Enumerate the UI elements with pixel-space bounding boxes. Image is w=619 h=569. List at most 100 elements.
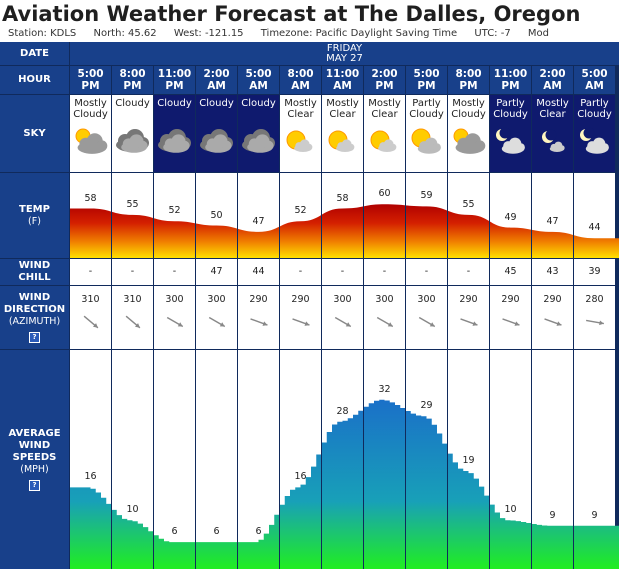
wind-direction-cell: 310 (112, 286, 153, 349)
timezone: Timezone: Pacific Daylight Saving Time (260, 28, 458, 39)
wind-direction-value: 300 (165, 294, 184, 305)
wind-direction-label-3: (AZIMUTH) (8, 316, 61, 327)
wind-arrow-icon (70, 311, 111, 337)
hour-time: 11:00 (157, 68, 192, 80)
hour-time: 5:00 (77, 68, 104, 80)
date-cell: FRIDAY MAY 27 (70, 42, 619, 65)
station-id: Station: KDLS (8, 28, 77, 39)
mostly-cloudy-day-icon (71, 127, 111, 160)
sky-cell: Mostly Cloudy (70, 95, 111, 172)
wind-chill-cell: - (112, 259, 153, 285)
wind-arrow-icon (364, 311, 405, 337)
hour-ampm: PM (375, 80, 394, 92)
wind-speed-value: 9 (591, 509, 598, 521)
temp-value: 58 (336, 192, 349, 204)
mostly-clear-day-icon (323, 127, 363, 160)
wind-speed-cell (196, 350, 237, 569)
temp-value: 47 (252, 215, 265, 227)
wind-chill-cell: - (448, 259, 489, 285)
hour-ampm: AM (291, 80, 310, 92)
temp-value: 52 (168, 205, 181, 217)
sky-condition: Cloudy (199, 98, 234, 109)
hour-cell: 2:00 PM (364, 66, 405, 94)
temp-value: 47 (546, 215, 559, 227)
wind-speed-value: 6 (255, 526, 262, 538)
mostly-clear-day-icon (365, 127, 405, 160)
temp-value: 52 (294, 205, 307, 217)
sky-cell: Partly Cloudy (406, 95, 447, 172)
wind-direction-value: 310 (81, 294, 100, 305)
wind-arrow-icon (490, 311, 531, 337)
wind-speed-unit: (MPH) (20, 464, 49, 475)
wind-chill-cell: - (364, 259, 405, 285)
date-row-label: DATE (0, 42, 69, 65)
wind-direction-cell: 300 (154, 286, 195, 349)
wind-direction-cell: 300 (364, 286, 405, 349)
wind-arrow-icon (238, 311, 279, 337)
wind-direction-help-icon[interactable]: ? (29, 332, 40, 343)
wind-direction-cell: 290 (490, 286, 531, 349)
sky-cell: Partly Cloudy (574, 95, 615, 172)
utc-offset: UTC: -7 (474, 28, 511, 39)
west-coordinate: West: -121.15 (173, 28, 244, 39)
station-meta: Station: KDLS North: 45.62 West: -121.15… (8, 28, 563, 39)
wind-arrow-icon (532, 311, 573, 337)
sky-condition: Partly Cloudy (577, 98, 612, 120)
sky-cell: Partly Cloudy (490, 95, 531, 172)
wind-speed-area (70, 399, 619, 569)
wind-chill-cell: - (280, 259, 321, 285)
wind-direction-value: 290 (291, 294, 310, 305)
hour-ampm: AM (333, 80, 352, 92)
wind-direction-cell: 290 (448, 286, 489, 349)
sky-cell: Cloudy (112, 95, 153, 172)
wind-speed-label-1: AVERAGE (8, 428, 61, 439)
north-coordinate: North: 45.62 (93, 28, 157, 39)
temp-row-label: TEMP (F) (0, 173, 69, 258)
hour-ampm: PM (165, 80, 184, 92)
sky-cell: Mostly Clear (532, 95, 573, 172)
hour-cell: 11:00 PM (490, 66, 531, 94)
hour-cell: 11:00 PM (154, 66, 195, 94)
wind-speed-chart (70, 350, 619, 569)
wind-chill-label-1: WIND (18, 260, 51, 271)
hour-ampm: PM (417, 80, 436, 92)
wind-direction-value: 310 (123, 294, 142, 305)
sky-label: SKY (23, 127, 46, 139)
date-day: FRIDAY (326, 43, 363, 54)
sky-condition: Cloudy (241, 98, 276, 109)
hour-cell: 5:00 AM (574, 66, 615, 94)
hour-time: 5:00 (245, 68, 272, 80)
sky-condition: Cloudy (115, 98, 150, 109)
hour-cell: 5:00 AM (238, 66, 279, 94)
wind-chill-row-label: WIND CHILL (0, 259, 69, 285)
wind-direction-cell: 300 (406, 286, 447, 349)
hour-cell: 2:00 AM (196, 66, 237, 94)
hour-cell: 8:00 AM (280, 66, 321, 94)
sky-cell: Mostly Clear (280, 95, 321, 172)
mostly-clear-day-icon (281, 127, 321, 160)
sky-condition: Mostly Cloudy (73, 98, 108, 120)
partly-cloudy-day-icon (407, 127, 447, 160)
sky-condition: Mostly Clear (368, 98, 401, 120)
hour-time: 5:00 (581, 68, 608, 80)
temp-value: 55 (126, 198, 139, 210)
wind-direction-label-2: DIRECTION (3, 304, 66, 315)
wind-chill-cell: 43 (532, 259, 573, 285)
wind-speed-value: 9 (549, 509, 556, 521)
temp-unit: (F) (28, 215, 41, 227)
temp-value: 59 (420, 190, 433, 202)
wind-direction-cell: 310 (70, 286, 111, 349)
cloudy-icon (155, 127, 195, 160)
wind-direction-value: 290 (543, 294, 562, 305)
sky-cell: Mostly Cloudy (448, 95, 489, 172)
wind-speed-help-icon[interactable]: ? (29, 480, 40, 491)
wind-chill-cell: - (322, 259, 363, 285)
wind-chill-cell: 47 (196, 259, 237, 285)
hour-ampm: AM (543, 80, 562, 92)
wind-direction-value: 290 (459, 294, 478, 305)
sky-condition: Mostly Cloudy (451, 98, 486, 120)
hour-cell: 8:00 PM (448, 66, 489, 94)
date-label: DATE (20, 47, 49, 59)
sky-condition: Mostly Clear (284, 98, 317, 120)
wind-direction-cell: 280 (574, 286, 615, 349)
